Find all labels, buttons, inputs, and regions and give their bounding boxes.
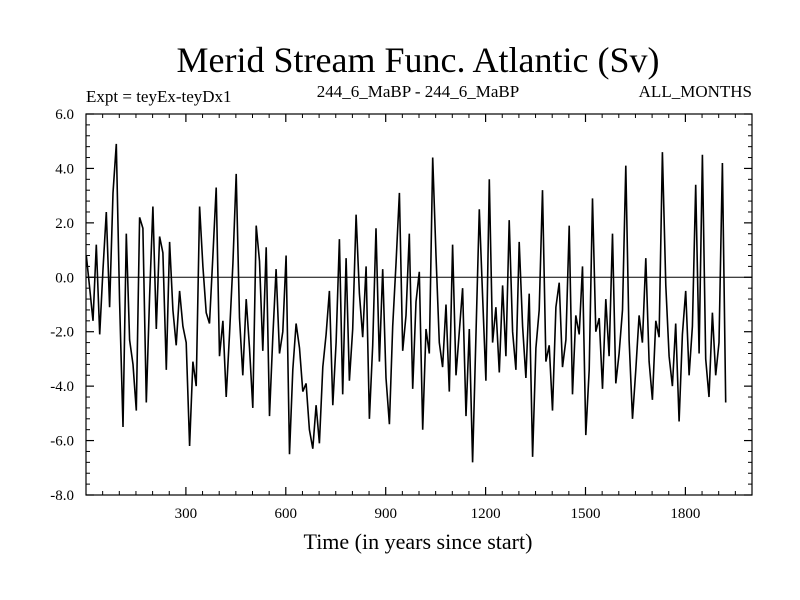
plot-frame <box>85 113 753 496</box>
y-tick-label: -4.0 <box>50 379 74 395</box>
y-tick-label: 2.0 <box>55 216 74 232</box>
y-tick-label: 6.0 <box>55 107 74 123</box>
x-tick-label: 1200 <box>471 506 501 522</box>
x-tick-label: 1800 <box>670 506 700 522</box>
subtitle-period: 244_6_MaBP - 244_6_MaBP <box>317 82 519 101</box>
subtitle-experiment: Expt = teyEx-teyDx1 <box>86 87 232 106</box>
series-line-0 <box>85 143 727 463</box>
y-tick-label: 0.0 <box>55 270 74 286</box>
y-tick-label: 4.0 <box>55 161 74 177</box>
chart-title: Merid Stream Func. Atlantic (Sv) <box>177 40 660 80</box>
x-axis-label: Time (in years since start) <box>304 529 533 554</box>
x-tick-label: 300 <box>175 506 198 522</box>
plot-area: 300 600 900 1200 1500 1800 6.0 4.0 2.0 0.0 -2.0 -4.… <box>50 107 753 522</box>
y-tick-label: -8.0 <box>50 488 74 504</box>
subtitle-months: ALL_MONTHS <box>639 82 752 101</box>
x-tick-label: 1500 <box>571 506 601 522</box>
y-tick-label: -2.0 <box>50 325 74 341</box>
y-tick-label: -6.0 <box>50 434 74 450</box>
x-tick-label: 600 <box>275 506 298 522</box>
x-tick-label: 900 <box>374 506 397 522</box>
